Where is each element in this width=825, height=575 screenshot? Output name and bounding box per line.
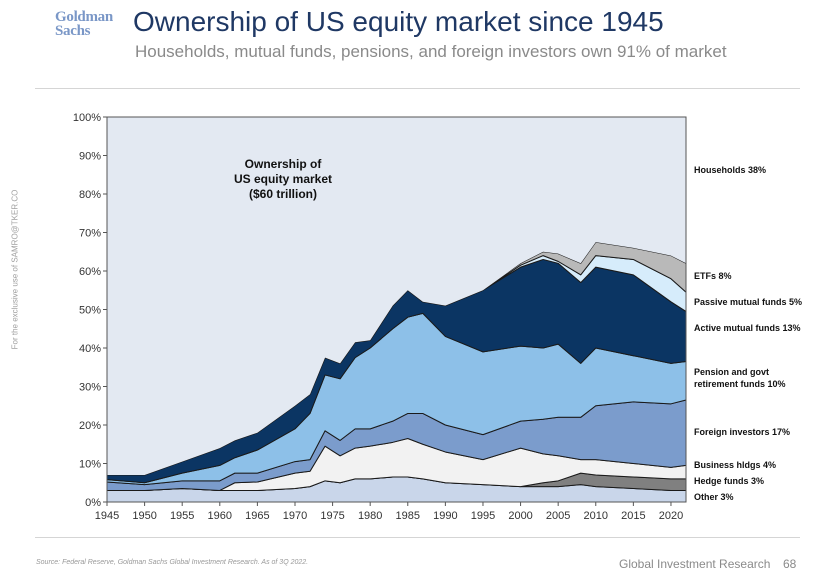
x-tick-label: 1945 <box>95 510 119 522</box>
footer-divider <box>35 537 800 538</box>
page-number: 68 <box>783 557 797 571</box>
logo-line-2: Sachs <box>55 23 91 39</box>
x-tick-label: 1980 <box>358 510 382 522</box>
x-tick-label: 1975 <box>320 510 344 522</box>
footer-brand: Global Investment Research <box>619 557 771 571</box>
series-label: Pension and govt <box>694 367 769 377</box>
y-tick-label: 50% <box>79 305 101 317</box>
x-tick-label: 1950 <box>132 510 156 522</box>
y-tick-label: 40% <box>79 343 101 355</box>
y-tick-label: 80% <box>79 189 101 201</box>
x-tick-label: 1970 <box>283 510 307 522</box>
series-label: Households 38% <box>694 165 766 175</box>
chart-annotation: US equity market <box>234 172 332 186</box>
series-label: ETFs 8% <box>694 271 732 281</box>
y-tick-label: 0% <box>85 497 101 509</box>
page-title: Ownership of US equity market since 1945 <box>133 6 664 37</box>
y-tick-label: 20% <box>79 420 101 432</box>
x-tick-label: 2005 <box>546 510 570 522</box>
x-tick-label: 1990 <box>433 510 457 522</box>
y-tick-label: 30% <box>79 382 101 394</box>
y-tick-label: 100% <box>73 112 101 124</box>
x-tick-label: 2015 <box>621 510 645 522</box>
x-tick-label: 1995 <box>471 510 495 522</box>
header-divider <box>35 88 800 89</box>
page-subtitle: Households, mutual funds, pensions, and … <box>135 42 727 61</box>
x-tick-label: 1985 <box>396 510 420 522</box>
series-label: Foreign investors 17% <box>694 427 790 437</box>
y-tick-label: 90% <box>79 151 101 163</box>
logo-line-1: Goldman <box>55 9 113 25</box>
area-households <box>107 117 686 476</box>
series-label: Hedge funds 3% <box>694 476 764 486</box>
y-tick-label: 10% <box>79 459 101 471</box>
goldman-sachs-logo: Goldman Sachs <box>55 9 113 39</box>
x-tick-label: 1955 <box>170 510 194 522</box>
x-tick-label: 2000 <box>508 510 532 522</box>
y-tick-label: 70% <box>79 228 101 240</box>
x-tick-label: 1960 <box>208 510 232 522</box>
x-tick-label: 1965 <box>245 510 269 522</box>
series-label-line2: retirement funds 10% <box>694 379 786 389</box>
series-label: Other 3% <box>694 492 734 502</box>
y-tick-label: 60% <box>79 266 101 278</box>
series-label: Passive mutual funds 5% <box>694 297 802 307</box>
source-note: Source: Federal Reserve, Goldman Sachs G… <box>36 559 309 566</box>
x-tick-label: 2020 <box>659 510 683 522</box>
x-tick-label: 2010 <box>584 510 608 522</box>
chart-annotation: Ownership of <box>245 157 323 171</box>
series-label: Business hldgs 4% <box>694 460 776 470</box>
series-label: Active mutual funds 13% <box>694 323 801 333</box>
chart-annotation: ($60 trillion) <box>249 187 317 201</box>
